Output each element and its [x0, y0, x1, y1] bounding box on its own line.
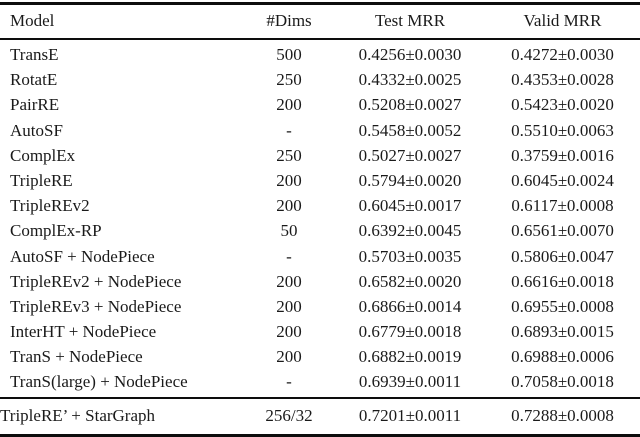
test-mrr-cell: 0.4332±0.0025 [358, 70, 462, 90]
model-cell: TripleREv2 + NodePiece [10, 271, 182, 291]
test-mrr-cell: 0.5458±0.0052 [358, 120, 462, 140]
test-mrr-cell: 0.4256±0.0030 [358, 45, 462, 64]
model-cell: TripleRE’ + StarGraph [0, 406, 156, 426]
header-valid-mrr: Valid MRR [523, 11, 602, 30]
model-cell: TripleREv3 + NodePiece [10, 296, 182, 316]
test-mrr-cell: 0.7201±0.0011 [358, 406, 462, 426]
valid-mrr-cell: 0.6988±0.0006 [511, 347, 614, 367]
valid-mrr-cell: 0.7058±0.0018 [511, 372, 614, 392]
table-row: RotatE 250 0.4332±0.0025 0.4353±0.0028 [0, 68, 640, 93]
dims-cell: 200 [276, 271, 302, 291]
test-mrr-cell: 0.6045±0.0017 [358, 196, 462, 216]
valid-mrr-cell: 0.7288±0.0008 [511, 406, 614, 426]
dims-cell: 500 [276, 45, 302, 64]
dims-cell: 200 [276, 347, 302, 367]
model-cell: TripleREv2 [10, 196, 90, 216]
dims-cell: 200 [276, 196, 302, 216]
model-cell: PairRE [10, 95, 60, 115]
table-row: TripleRE 200 0.5794±0.0020 0.6045±0.0024 [0, 168, 640, 193]
dims-cell: 50 [280, 221, 298, 241]
model-cell: RotatE [10, 70, 58, 90]
model-cell: ComplEx [10, 145, 76, 165]
dims-cell: 250 [276, 145, 302, 165]
model-cell: TransE [10, 45, 59, 64]
dims-cell: 200 [276, 95, 302, 115]
valid-mrr-cell: 0.5423±0.0020 [511, 95, 614, 115]
table-row: TranS + NodePiece 200 0.6882±0.0019 0.6988±… [0, 345, 640, 370]
model-cell: AutoSF + NodePiece [10, 246, 155, 266]
model-cell: ComplEx-RP [10, 221, 102, 241]
table-row: TripleREv2 + NodePiece 200 0.6582±0.0020 0.… [0, 269, 640, 294]
model-cell: AutoSF [10, 120, 63, 140]
valid-mrr-cell: 0.6955±0.0008 [511, 296, 614, 316]
test-mrr-cell: 0.5703±0.0035 [358, 246, 462, 266]
test-mrr-cell: 0.6882±0.0019 [358, 347, 462, 367]
valid-mrr-cell: 0.4353±0.0028 [511, 70, 614, 90]
header-test-mrr: Test MRR [374, 11, 446, 30]
valid-mrr-cell: 0.6561±0.0070 [511, 221, 614, 241]
model-cell: TripleRE [10, 170, 73, 190]
test-mrr-cell: 0.5794±0.0020 [358, 170, 462, 190]
table-row: TranS(large) + NodePiece - 0.6939±0.0011 0.… [0, 370, 640, 399]
dims-cell: 200 [276, 322, 302, 342]
model-cell: TranS(large) + NodePiece [10, 372, 188, 392]
valid-mrr-cell: 0.6616±0.0018 [511, 271, 614, 291]
header-dims: #Dims [266, 11, 312, 30]
table-body: TransE 500 0.4256±0.0030 0.4272±0.0030 Rotat… [0, 39, 640, 398]
table-row: TripleREv2 200 0.6045±0.0017 0.6117±0.0008 [0, 194, 640, 219]
table-row: TripleREv3 + NodePiece 200 0.6866±0.0014 0.… [0, 294, 640, 319]
dims-cell: - [286, 372, 292, 392]
footer-row: TripleRE’ + StarGraph 256/32 0.7201±0.00… [0, 398, 640, 436]
header-row: Model #Dims Test MRR Valid MRR [0, 4, 640, 40]
dims-cell: 200 [276, 296, 302, 316]
dims-cell: 200 [276, 170, 302, 190]
valid-mrr-cell: 0.5510±0.0063 [511, 120, 614, 140]
table-row: InterHT + NodePiece 200 0.6779±0.0018 0.689… [0, 319, 640, 344]
table-row: AutoSF - 0.5458±0.0052 0.5510±0.0063 [0, 118, 640, 143]
test-mrr-cell: 0.6582±0.0020 [358, 271, 462, 291]
model-cell: InterHT + NodePiece [10, 322, 157, 342]
dims-cell: 256/32 [265, 406, 313, 426]
table-row: AutoSF + NodePiece - 0.5703±0.0035 0.5806±0… [0, 244, 640, 269]
table-row: TransE 500 0.4256±0.0030 0.4272±0.0030 [0, 39, 640, 68]
table-row: ComplEx 250 0.5027±0.0027 0.3759±0.0016 [0, 143, 640, 168]
test-mrr-cell: 0.6392±0.0045 [358, 221, 462, 241]
valid-mrr-cell: 0.3759±0.0016 [511, 145, 614, 165]
valid-mrr-cell: 0.5806±0.0047 [511, 246, 614, 266]
valid-mrr-cell: 0.4272±0.0030 [511, 45, 614, 64]
test-mrr-cell: 0.5027±0.0027 [358, 145, 462, 165]
dims-cell: 250 [276, 70, 302, 90]
table-header: Model #Dims Test MRR Valid MRR [0, 4, 640, 40]
table-row: PairRE 200 0.5208±0.0027 0.5423±0.0020 [0, 93, 640, 118]
header-model: Model [10, 11, 55, 30]
dims-cell: - [286, 246, 292, 266]
test-mrr-cell: 0.6939±0.0011 [358, 372, 462, 392]
valid-mrr-cell: 0.6117±0.0008 [511, 196, 614, 216]
model-cell: TranS + NodePiece [10, 347, 143, 367]
test-mrr-cell: 0.6866±0.0014 [358, 296, 462, 316]
valid-mrr-cell: 0.6045±0.0024 [511, 170, 614, 190]
table-footer: TripleRE’ + StarGraph 256/32 0.7201±0.00… [0, 398, 640, 436]
valid-mrr-cell: 0.6893±0.0015 [511, 322, 614, 342]
dims-cell: - [286, 120, 292, 140]
test-mrr-cell: 0.5208±0.0027 [358, 95, 462, 115]
test-mrr-cell: 0.6779±0.0018 [358, 322, 462, 342]
table-row: ComplEx-RP 50 0.6392±0.0045 0.6561±0.0070 [0, 219, 640, 244]
